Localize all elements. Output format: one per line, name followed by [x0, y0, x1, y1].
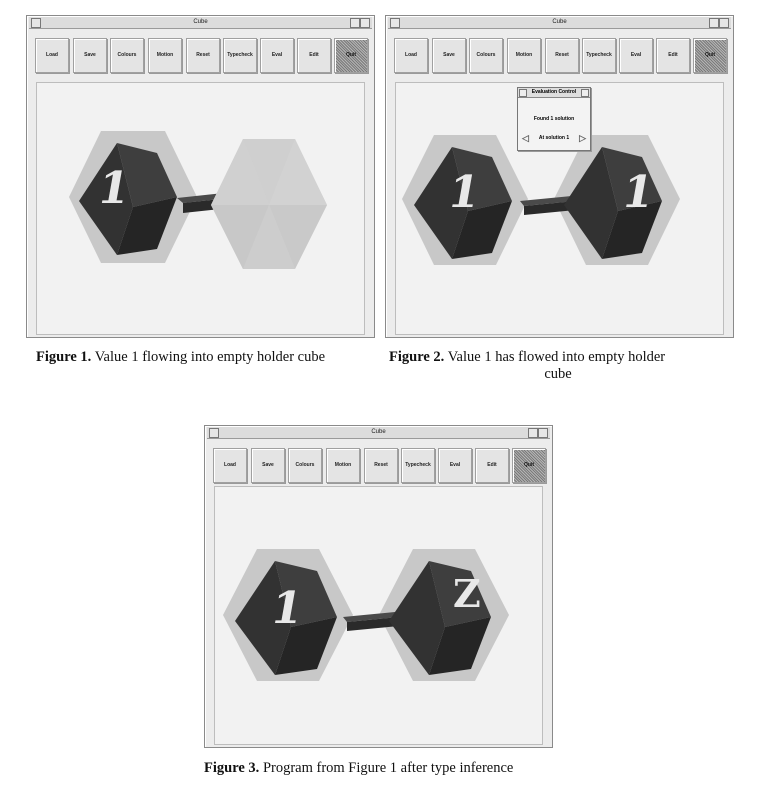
figure-caption-2: Figure 2. Value 1 has flowed into empty …: [389, 349, 727, 383]
edit-button[interactable]: Edit: [475, 448, 509, 483]
empty-holder-cube[interactable]: [211, 139, 327, 269]
load-button[interactable]: Load: [35, 38, 69, 73]
motion-button[interactable]: Motion: [507, 38, 541, 73]
dialog-title: Evaluation Control: [531, 89, 577, 95]
scene-2: 1 1: [402, 135, 680, 265]
eval-button[interactable]: Eval: [438, 448, 472, 483]
holder-cube[interactable]: Z: [389, 561, 491, 675]
save-button[interactable]: Save: [251, 448, 285, 483]
minimize-icon[interactable]: [709, 18, 719, 28]
edit-button[interactable]: Edit: [297, 38, 331, 73]
cube-window-3: Cube Load Save Colours Motion Reset Type…: [204, 425, 553, 748]
quit-button[interactable]: Quit: [334, 38, 368, 73]
caption-text: Value 1 has flowed into empty holder: [447, 349, 666, 365]
window-menu-icon[interactable]: [390, 18, 400, 28]
dialog-titlebar[interactable]: Evaluation Control: [518, 88, 590, 98]
maximize-icon[interactable]: [360, 18, 370, 28]
typecheck-button[interactable]: Typecheck: [582, 38, 616, 73]
quit-button[interactable]: Quit: [512, 448, 546, 483]
toolbar: Load Save Colours Motion Reset Typecheck…: [388, 29, 731, 83]
colours-button[interactable]: Colours: [469, 38, 503, 73]
scene-1: 1: [69, 131, 327, 269]
minimize-icon[interactable]: [350, 18, 360, 28]
cube-canvas[interactable]: 1: [36, 82, 365, 335]
edit-button[interactable]: Edit: [656, 38, 690, 73]
typecheck-button[interactable]: Typecheck: [401, 448, 435, 483]
scene-3: 1 Z: [223, 549, 509, 681]
left-arrow-icon[interactable]: ◁: [522, 133, 529, 143]
dialog-menu-icon[interactable]: [519, 89, 527, 97]
cube-window-1: Cube Load Save Colours Motion Reset Type…: [26, 15, 375, 338]
eval-button[interactable]: Eval: [619, 38, 653, 73]
reset-button[interactable]: Reset: [364, 448, 398, 483]
value-cube[interactable]: 1: [79, 143, 177, 255]
colours-button[interactable]: Colours: [288, 448, 322, 483]
load-button[interactable]: Load: [213, 448, 247, 483]
value-cube[interactable]: 1: [235, 561, 337, 675]
caption-label: Figure 1.: [36, 349, 92, 365]
caption-text: Value 1 flowing into empty holder cube: [94, 349, 326, 365]
window-menu-icon[interactable]: [209, 428, 219, 438]
figure-caption-1: Figure 1. Value 1 flowing into empty hol…: [36, 349, 376, 366]
save-button[interactable]: Save: [73, 38, 107, 73]
value-cube[interactable]: 1: [414, 147, 512, 259]
cube-window-2: Cube Load Save Colours Motion Reset Type…: [385, 15, 734, 338]
toolbar: Load Save Colours Motion Reset Typecheck…: [29, 29, 372, 83]
caption-text-line2: cube: [544, 366, 572, 382]
maximize-icon[interactable]: [538, 428, 548, 438]
figure-caption-3: Figure 3. Program from Figure 1 after ty…: [204, 760, 564, 777]
window-title: Cube: [193, 19, 208, 25]
cube-canvas[interactable]: 1 Z: [214, 486, 543, 745]
motion-button[interactable]: Motion: [326, 448, 360, 483]
eval-button[interactable]: Eval: [260, 38, 294, 73]
caption-label: Figure 2.: [389, 349, 445, 365]
holder-cube[interactable]: 1: [564, 147, 662, 259]
window-title: Cube: [371, 429, 386, 435]
window-titlebar[interactable]: Cube: [388, 17, 731, 29]
cube-value-label: Z: [453, 571, 481, 616]
cube-canvas[interactable]: 1 1: [395, 82, 724, 335]
dialog-close-icon[interactable]: [581, 89, 589, 97]
maximize-icon[interactable]: [719, 18, 729, 28]
right-arrow-icon[interactable]: ▷: [579, 133, 586, 143]
dialog-message: Found 1 solution: [533, 116, 575, 122]
reset-button[interactable]: Reset: [545, 38, 579, 73]
typecheck-button[interactable]: Typecheck: [223, 38, 257, 73]
minimize-icon[interactable]: [528, 428, 538, 438]
window-titlebar[interactable]: Cube: [207, 427, 550, 439]
save-button[interactable]: Save: [432, 38, 466, 73]
connector-rod: [343, 611, 409, 622]
load-button[interactable]: Load: [394, 38, 428, 73]
window-title: Cube: [552, 19, 567, 25]
solution-label: At solution 1: [538, 135, 570, 141]
caption-label: Figure 3.: [204, 760, 260, 776]
window-menu-icon[interactable]: [31, 18, 41, 28]
toolbar: Load Save Colours Motion Reset Typecheck…: [207, 439, 550, 493]
reset-button[interactable]: Reset: [186, 38, 220, 73]
colours-button[interactable]: Colours: [110, 38, 144, 73]
solution-navigator: ◁ At solution 1 ▷: [522, 133, 586, 144]
evaluation-control-dialog[interactable]: Evaluation Control Found 1 solution ◁ At…: [517, 87, 591, 151]
quit-button[interactable]: Quit: [693, 38, 727, 73]
caption-text: Program from Figure 1 after type inferen…: [262, 760, 514, 776]
window-titlebar[interactable]: Cube: [29, 17, 372, 29]
motion-button[interactable]: Motion: [148, 38, 182, 73]
